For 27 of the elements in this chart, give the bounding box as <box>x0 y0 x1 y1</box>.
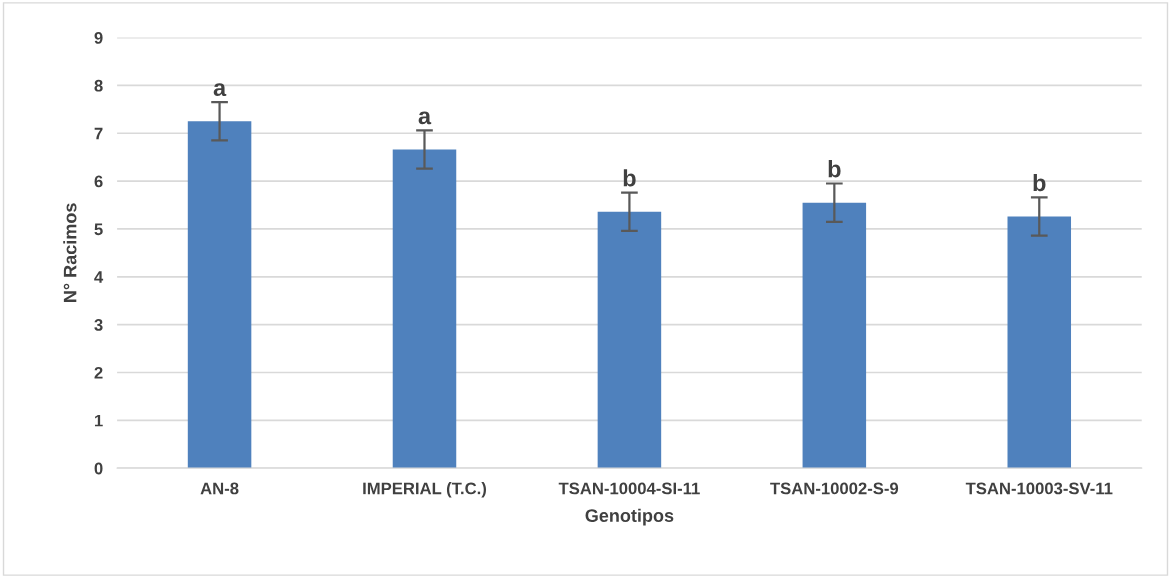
x-tick-label: TSAN-10003-SV-11 <box>965 482 1113 495</box>
y-tick-label: 6 <box>94 175 103 188</box>
x-axis-title: Genotipos <box>585 508 674 526</box>
y-tick-label: 5 <box>94 223 103 236</box>
x-tick-label: AN-8 <box>200 482 239 495</box>
bar <box>1007 216 1072 469</box>
y-tick-label: 9 <box>94 31 103 44</box>
x-tick-label: TSAN-10002-S-9 <box>770 482 899 495</box>
y-tick-label: 8 <box>94 79 103 92</box>
x-tick-label: TSAN-10004-SI-11 <box>558 482 700 495</box>
y-tick-label: 0 <box>94 462 103 475</box>
bar <box>802 202 867 469</box>
bar <box>392 149 457 469</box>
y-tick-label: 7 <box>94 127 103 140</box>
y-tick-label: 2 <box>94 366 103 379</box>
y-axis-title: N° Racimos <box>63 203 77 302</box>
x-tick-label: IMPERIAL (T.C.) <box>363 482 487 498</box>
annotation: b <box>828 160 841 178</box>
y-tick-label: 1 <box>94 414 103 427</box>
annotation: b <box>623 169 636 187</box>
bar <box>187 121 252 469</box>
annotation: a <box>213 83 227 97</box>
y-tick-label: 4 <box>94 271 104 283</box>
bar <box>597 211 662 469</box>
annotation: b <box>1033 173 1046 192</box>
annotation: a <box>418 111 432 125</box>
y-tick-label: 3 <box>94 319 103 331</box>
